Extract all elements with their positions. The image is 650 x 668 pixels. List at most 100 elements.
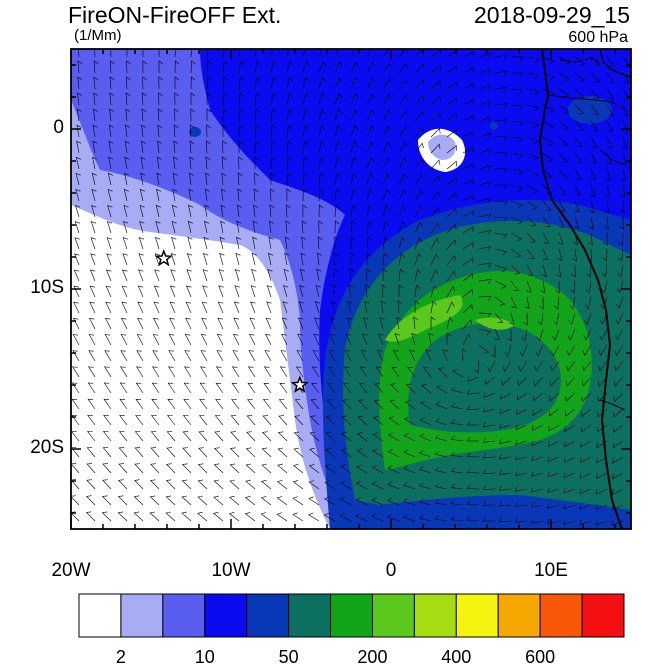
wind-barb: [134, 479, 144, 490]
wind-barb: [107, 172, 114, 186]
wind-barb: [86, 463, 96, 474]
wind-barb: [181, 463, 192, 474]
wind-barb: [265, 333, 272, 346]
wind-barb: [230, 415, 240, 426]
wind-barb: [188, 204, 194, 218]
wind-barb: [606, 136, 613, 149]
wind-barb: [93, 60, 99, 74]
wind-barb: [356, 448, 368, 458]
colorbar-swatch: [497, 593, 541, 638]
wind-barb: [597, 424, 608, 433]
wind-barb: [302, 76, 310, 90]
wind-barb: [382, 252, 388, 266]
wind-barb: [233, 317, 240, 330]
wind-barb: [387, 514, 400, 522]
wind-barb: [238, 140, 244, 154]
wind-barb: [552, 312, 560, 326]
wind-barb: [531, 424, 544, 431]
wind-barb: [222, 108, 228, 122]
wind-barb: [173, 124, 179, 138]
wind-barb: [462, 83, 475, 90]
wind-barb: [388, 416, 400, 426]
wind-barb: [343, 366, 352, 378]
wind-barb: [328, 350, 336, 362]
wind-barb: [330, 317, 336, 330]
wind-barb: [361, 333, 368, 346]
wind-barb: [137, 317, 144, 330]
wind-barb: [390, 383, 400, 394]
wind-barb: [542, 56, 556, 64]
wind-barb: [414, 158, 424, 170]
wind-barb: [252, 236, 258, 250]
wind-barb: [478, 68, 491, 75]
wind-barb: [254, 108, 260, 122]
wind-barb: [414, 174, 424, 186]
wind-barb: [122, 253, 128, 266]
wind-barb: [261, 447, 272, 458]
wind-barb: [325, 431, 336, 442]
wind-barb: [436, 384, 448, 394]
wind-barb: [387, 465, 400, 474]
wind-barb: [105, 301, 112, 314]
wind-barb: [339, 496, 352, 506]
wind-barb: [597, 392, 608, 403]
wind-barb: [421, 383, 432, 394]
colorbar-swatch: [246, 593, 290, 638]
wind-barb: [268, 236, 274, 250]
wind-barb: [318, 188, 324, 202]
wind-barb: [557, 248, 563, 262]
wind-barb: [74, 221, 80, 234]
wind-barb: [301, 236, 307, 250]
wind-barb: [598, 360, 608, 372]
wind-barb: [533, 392, 544, 402]
wind-barb: [91, 172, 97, 186]
wind-barb: [254, 49, 261, 58]
wind-barb: [359, 366, 368, 378]
wind-barb: [414, 284, 421, 298]
wind-barb: [187, 220, 193, 234]
wind-barb: [156, 172, 162, 186]
wind-barb: [580, 456, 592, 464]
wind-barbs: [71, 49, 631, 527]
wind-barb: [300, 252, 306, 266]
wind-barb: [94, 49, 96, 58]
wind-barb: [620, 184, 626, 198]
wind-barb: [332, 268, 338, 282]
wind-barb: [119, 382, 128, 394]
wind-barb: [107, 188, 113, 202]
wind-barb: [283, 285, 289, 298]
wind-barb: [286, 188, 292, 202]
wind-barb: [482, 485, 496, 490]
wind-barb: [446, 301, 455, 314]
wind-barb: [622, 72, 630, 84]
wind-barb: [357, 415, 368, 426]
wind-barb: [478, 197, 492, 203]
wind-barb: [323, 512, 336, 522]
wind-barb: [547, 456, 560, 463]
wind-barb: [154, 269, 160, 282]
wind-barb: [318, 108, 326, 122]
wind-barb: [247, 382, 256, 394]
wind-barb: [396, 316, 402, 330]
wind-barb: [450, 483, 464, 490]
wind-barb: [498, 517, 512, 523]
wind-barb: [165, 511, 176, 522]
wind-barb: [167, 382, 176, 394]
wind-barb: [276, 512, 288, 522]
wind-barb: [222, 92, 228, 106]
wind-barb: [414, 126, 424, 138]
wind-barb: [542, 184, 553, 195]
wind-barb: [333, 252, 339, 266]
wind-barb: [106, 221, 113, 234]
colorbar-swatch: [120, 593, 164, 638]
wind-barb: [174, 92, 179, 106]
wind-barb: [349, 268, 355, 282]
wind-barb: [605, 184, 611, 198]
wind-barb: [229, 447, 240, 458]
wind-barb: [236, 204, 242, 218]
wind-barb: [558, 200, 566, 212]
wind-barb: [523, 312, 528, 326]
wind-barb: [238, 92, 244, 106]
wind-barb: [462, 273, 474, 282]
wind-barb: [531, 440, 544, 447]
